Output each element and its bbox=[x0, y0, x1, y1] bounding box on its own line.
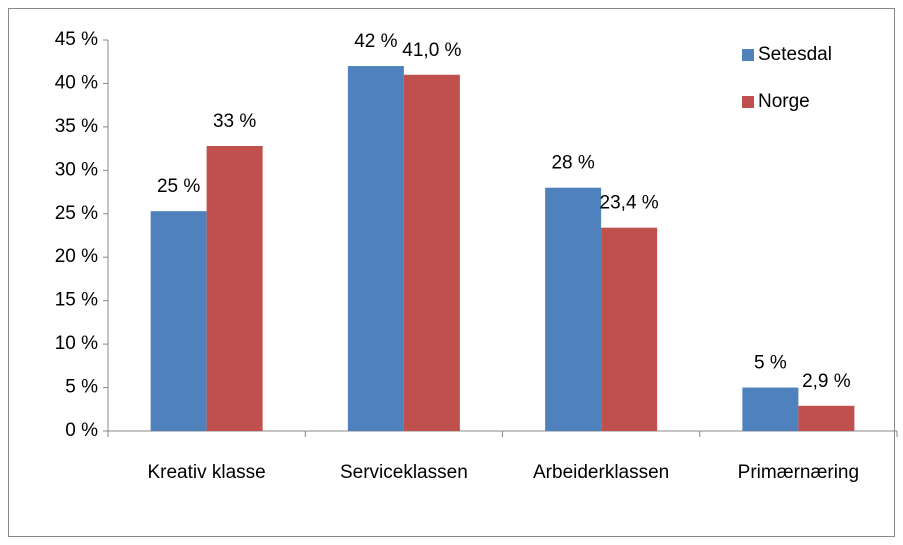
value-label: 28 % bbox=[551, 153, 594, 174]
y-tick-label: 35 % bbox=[55, 116, 98, 137]
value-label: 41,0 % bbox=[402, 40, 461, 61]
y-tick-label: 45 % bbox=[55, 29, 98, 50]
y-tick-label: 15 % bbox=[55, 290, 98, 311]
y-tick-label: 0 % bbox=[65, 420, 98, 441]
bar bbox=[403, 74, 460, 431]
legend-label: Norge bbox=[758, 91, 810, 112]
y-tick-label: 10 % bbox=[55, 333, 98, 354]
value-label: 23,4 % bbox=[600, 193, 659, 214]
y-tick-label: 20 % bbox=[55, 246, 98, 267]
legend-swatch bbox=[742, 96, 754, 108]
y-tick-label: 5 % bbox=[65, 377, 98, 398]
value-label: 33 % bbox=[213, 111, 256, 132]
bar bbox=[206, 146, 263, 431]
bar bbox=[601, 227, 658, 431]
y-tick-label: 40 % bbox=[55, 72, 98, 93]
y-tick-label: 25 % bbox=[55, 203, 98, 224]
legend-swatch bbox=[742, 49, 754, 61]
bar bbox=[150, 211, 207, 431]
legend-label: Setesdal bbox=[758, 44, 832, 65]
x-tick-label: Serviceklassen bbox=[340, 462, 468, 483]
x-tick-label: Kreativ klasse bbox=[147, 462, 265, 483]
bar bbox=[347, 66, 404, 432]
bar bbox=[742, 387, 799, 431]
value-label: 5 % bbox=[754, 353, 787, 374]
value-label: 2,9 % bbox=[802, 371, 851, 392]
value-label: 42 % bbox=[354, 31, 397, 52]
y-tick-label: 30 % bbox=[55, 159, 98, 180]
x-tick-label: Arbeiderklassen bbox=[533, 462, 669, 483]
bar bbox=[798, 405, 855, 431]
x-tick-label: Primærnæring bbox=[738, 462, 859, 483]
bar bbox=[545, 187, 602, 431]
value-label: 25 % bbox=[157, 176, 200, 197]
